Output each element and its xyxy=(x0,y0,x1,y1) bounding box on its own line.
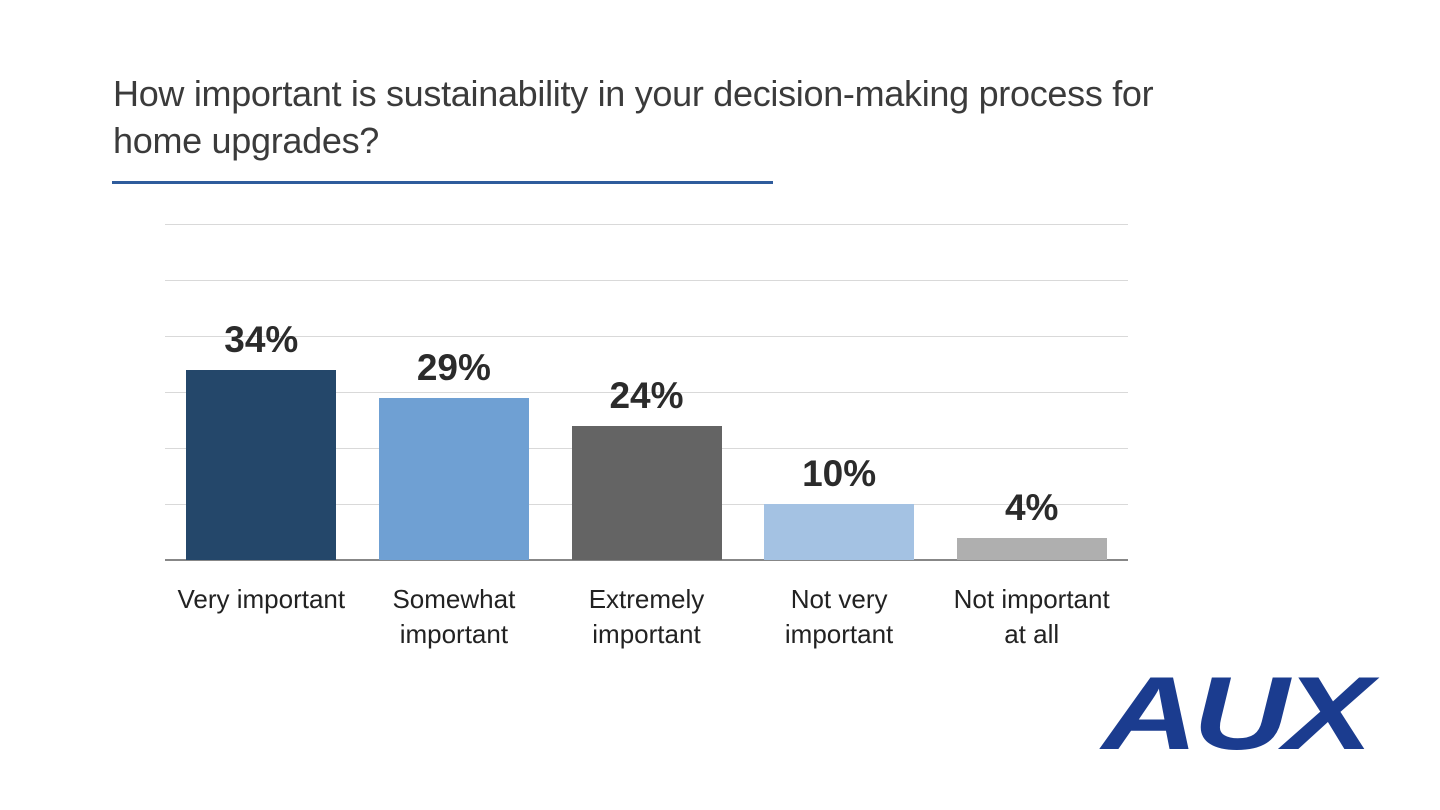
bar-3 xyxy=(571,425,722,560)
gridline-60 xyxy=(165,224,1128,225)
gridline-50 xyxy=(165,280,1128,281)
title-underline xyxy=(112,181,773,184)
bar-2 xyxy=(378,397,529,560)
bar-5 xyxy=(956,537,1107,560)
x-axis-label-line: Very important xyxy=(177,584,346,614)
bar-1 xyxy=(186,369,337,560)
x-axis-label-line: important xyxy=(399,619,509,649)
x-axis-labels: Very important Somewhat important Extremely… xyxy=(165,582,1128,672)
x-axis-label-line: Somewhat xyxy=(392,584,516,614)
bar-value-label-5: 4% xyxy=(1004,486,1059,528)
page-title-line-1: How important is sustainability in your … xyxy=(113,73,1154,114)
x-axis-label-line: important xyxy=(592,619,701,649)
plot-area: 34% 29% 24% 10% 4% xyxy=(165,224,1128,561)
x-axis-baseline xyxy=(165,559,1128,561)
aux-logo: AUX xyxy=(1102,656,1373,772)
page-title: How important is sustainability in your … xyxy=(113,70,1154,164)
bar-value-label-2: 29% xyxy=(416,346,491,388)
bar-value-label-3: 24% xyxy=(609,374,684,416)
page-title-line-2: home upgrades? xyxy=(113,120,379,161)
x-axis-label-line: important xyxy=(784,619,894,649)
x-axis-label-2: Somewhat important xyxy=(358,582,551,652)
x-axis-label-1: Very important xyxy=(165,582,358,617)
bar-value-label-1: 34% xyxy=(224,318,299,360)
x-axis-label-line: Not very xyxy=(790,584,888,614)
x-axis-label-4: Not very important xyxy=(743,582,936,652)
x-axis-label-line: Not important xyxy=(953,584,1110,614)
x-axis-label-5: Not important at all xyxy=(935,582,1128,652)
bar-value-label-4: 10% xyxy=(802,453,877,494)
gridline-40 xyxy=(165,336,1128,337)
x-axis-label-line: Extremely xyxy=(588,584,705,614)
gridline-30 xyxy=(165,392,1128,393)
x-axis-label-line: at all xyxy=(1004,619,1060,649)
bar-4 xyxy=(764,504,915,560)
x-axis-label-3: Extremely important xyxy=(550,582,743,652)
